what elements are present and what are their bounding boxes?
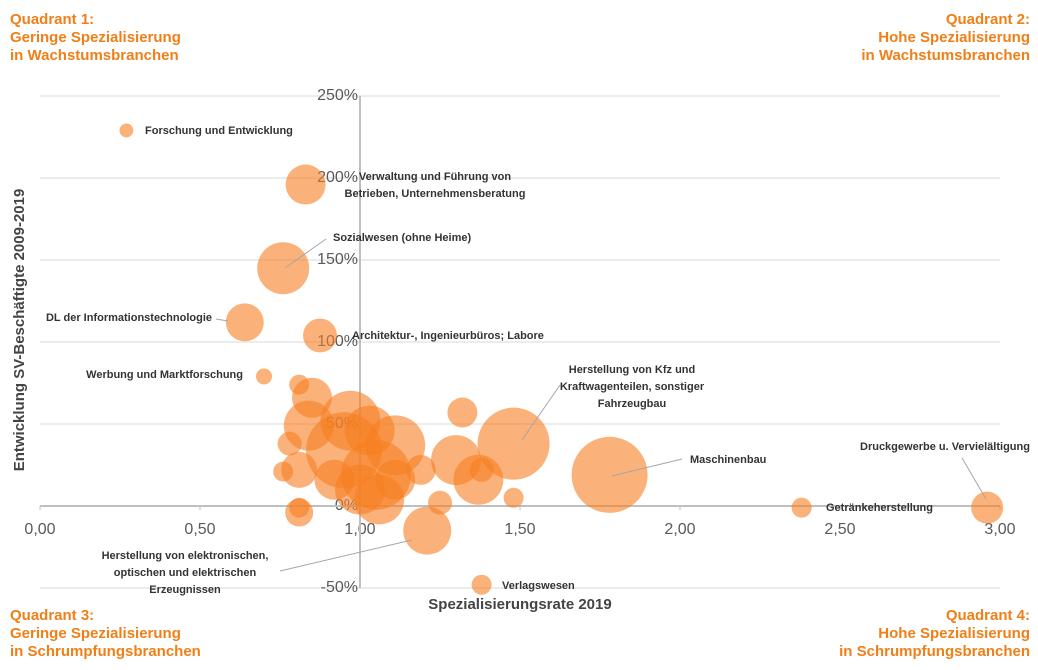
bubble-label: Sozialwesen (ohne Heime) bbox=[333, 232, 471, 244]
quadrant-label: in Schrumpfungsbranchen bbox=[10, 643, 201, 660]
leader-line bbox=[279, 539, 413, 572]
bubble-label: Maschinenbau bbox=[690, 454, 766, 466]
bubble bbox=[277, 431, 302, 456]
leader-line bbox=[611, 458, 683, 477]
quadrant-label: in Wachstumsbranchen bbox=[861, 47, 1030, 64]
leader-line bbox=[284, 238, 327, 269]
bubble-label: Verlagswesen bbox=[502, 580, 575, 592]
bubble bbox=[225, 303, 264, 342]
bubble-label: Verwaltung und Führung von bbox=[359, 171, 511, 183]
x-axis-title: Spezialisierungsrate 2019 bbox=[428, 596, 611, 613]
bubble-label: Herstellung von elektronischen, bbox=[102, 550, 269, 562]
bubble bbox=[303, 318, 337, 353]
quadrant-label: Quadrant 3: bbox=[10, 607, 94, 624]
y-tick-label: 250% bbox=[317, 87, 358, 104]
bubble bbox=[447, 397, 478, 428]
bubble bbox=[571, 436, 648, 513]
quadrant-label: Geringe Spezialisierung bbox=[10, 29, 181, 46]
bubble bbox=[257, 242, 310, 295]
y-tick-label: -50% bbox=[321, 579, 358, 596]
bubble-label: DL der Informationstechnologie bbox=[46, 312, 212, 324]
bubble-label: Kraftwagenteilen, sonstiger bbox=[560, 381, 705, 393]
x-tick-label: 2,00 bbox=[664, 521, 695, 538]
bubble-label: Druckgewerbe u. Vervielältigung bbox=[860, 441, 1030, 453]
bubble bbox=[971, 491, 1004, 524]
bubble bbox=[403, 506, 452, 555]
bubble-label: Erzeugnissen bbox=[149, 584, 221, 596]
bubble bbox=[289, 497, 310, 518]
bubble bbox=[471, 574, 492, 595]
quadrant-label: Hohe Spezialisierung bbox=[878, 625, 1030, 642]
leader-line bbox=[215, 318, 229, 322]
x-tick-label: 3,00 bbox=[984, 521, 1015, 538]
bubble bbox=[285, 164, 326, 205]
x-tick-label: 1,50 bbox=[504, 521, 535, 538]
bubble-label: Forschung und Entwicklung bbox=[145, 125, 293, 137]
leader-line bbox=[521, 384, 561, 441]
bubble bbox=[281, 451, 318, 488]
leader-line bbox=[961, 457, 987, 500]
x-tick-label: 0,50 bbox=[184, 521, 215, 538]
quadrant-label: in Wachstumsbranchen bbox=[10, 47, 179, 64]
bubble-label: Architektur-, Ingenieurbüros; Labore bbox=[352, 330, 544, 342]
bubble bbox=[273, 461, 294, 482]
quadrant-label: Quadrant 2: bbox=[946, 11, 1030, 28]
quadrant-label: Quadrant 4: bbox=[946, 607, 1030, 624]
y-axis-title: Entwicklung SV-Beschäftigte 2009-2019 bbox=[11, 189, 28, 472]
bubble-label: Getränkeherstellung bbox=[826, 502, 933, 514]
bubble bbox=[428, 490, 452, 515]
x-tick-label: 0,00 bbox=[24, 521, 55, 538]
y-tick-label: 150% bbox=[317, 251, 358, 268]
bubble bbox=[469, 457, 494, 482]
bubble-label: Werbung und Marktforschung bbox=[86, 369, 243, 381]
bubble-label: Herstellung von Kfz und bbox=[569, 364, 696, 376]
x-tick-label: 2,50 bbox=[824, 521, 855, 538]
y-tick-label: 200% bbox=[317, 169, 358, 186]
bubble bbox=[314, 459, 355, 500]
bubble bbox=[354, 474, 405, 525]
bubble bbox=[256, 368, 272, 385]
bubble bbox=[119, 123, 134, 138]
bubble-label: Betrieben, Unternehmensberatung bbox=[345, 188, 526, 200]
quadrant-label: Quadrant 1: bbox=[10, 11, 94, 28]
bubble-label: optischen und elektrischen bbox=[114, 567, 257, 579]
bubble bbox=[503, 487, 524, 508]
quadrant-label: in Schrumpfungsbranchen bbox=[839, 643, 1030, 660]
bubble bbox=[791, 497, 812, 518]
bubble-label: Fahrzeugbau bbox=[598, 398, 666, 410]
quadrant-label: Geringe Spezialisierung bbox=[10, 625, 181, 642]
quadrant-label: Hohe Spezialisierung bbox=[878, 29, 1030, 46]
